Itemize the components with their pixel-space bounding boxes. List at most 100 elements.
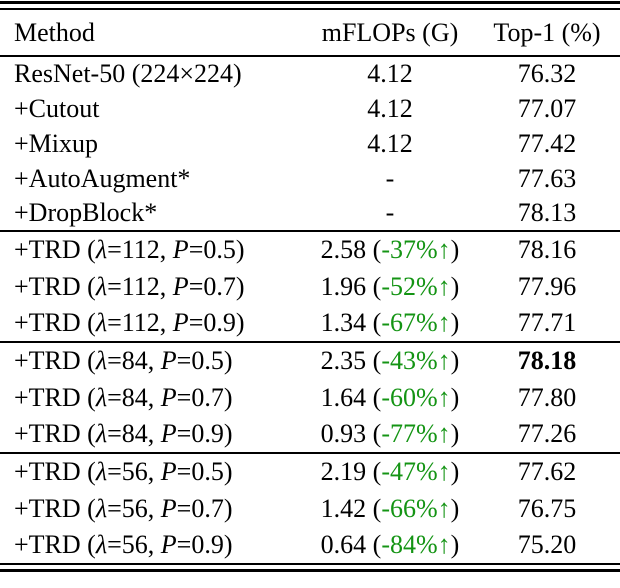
cell-mflops: 2.19 (-47%↑) xyxy=(306,453,474,490)
cell-text-segment: =112, xyxy=(107,308,173,337)
cell-text-segment: -84%↑ xyxy=(381,530,451,559)
cell-method: +TRD (λ=84, P=0.9) xyxy=(0,416,306,453)
cell-top1: 77.07 xyxy=(474,91,620,126)
table-row: +AutoAugment* - 77.63 xyxy=(0,161,620,196)
cell-text-segment: 4.12 xyxy=(367,93,413,123)
cell-text-segment: -47%↑ xyxy=(381,457,451,486)
col-header-mflops: mFLOPs (G) xyxy=(321,17,459,47)
cell-text-segment: P xyxy=(160,530,177,559)
cell-text-segment: 77.62 xyxy=(517,457,577,486)
cell-text-segment: +TRD ( xyxy=(14,457,96,486)
cell-text-segment: +TRD ( xyxy=(14,530,96,559)
table-row: +TRD (λ=112, P=0.9) 1.34 (-67%↑) 77.71 xyxy=(0,305,620,342)
cell-text-segment: λ xyxy=(95,235,108,264)
cell-text-segment: λ xyxy=(95,382,108,412)
cell-top1: 77.71 xyxy=(474,305,620,342)
cell-text-segment: =84, xyxy=(107,382,161,412)
table-row: +TRD (λ=84, P=0.5) 2.35 (-43%↑) 78.18 xyxy=(0,342,620,379)
cell-top1: 76.75 xyxy=(474,490,620,527)
table-row: +TRD (λ=84, P=0.7) 1.64 (-60%↑) 77.80 xyxy=(0,379,620,416)
cell-top1: 77.96 xyxy=(474,268,620,305)
cell-text-segment: P xyxy=(172,235,189,264)
cell-text-segment: ) xyxy=(450,457,460,486)
cell-text-segment: +Mixup xyxy=(14,128,99,158)
table-header: Method mFLOPs (G) Top-1 (%) xyxy=(0,10,620,56)
cell-method: +Mixup xyxy=(0,126,306,161)
cell-text-segment: =0.7) xyxy=(176,493,233,523)
cell-method: +TRD (λ=56, P=0.9) xyxy=(0,527,306,564)
cell-mflops: 1.64 (-60%↑) xyxy=(306,379,474,416)
cell-method: +TRD (λ=84, P=0.7) xyxy=(0,379,306,416)
table-group-4: +TRD (λ=56, P=0.5) 2.19 (-47%↑) 77.62 +TRD … xyxy=(0,453,620,564)
cell-text-segment: 77.07 xyxy=(517,93,577,123)
cell-text-segment: ) xyxy=(450,419,460,448)
cell-method: +TRD (λ=56, P=0.7) xyxy=(0,490,306,527)
cell-mflops: 0.93 (-77%↑) xyxy=(306,416,474,453)
cell-text-segment: 78.18 xyxy=(517,346,577,375)
cell-mflops: 4.12 xyxy=(306,126,474,161)
cell-text-segment: λ xyxy=(95,346,108,375)
cell-top1: 75.20 xyxy=(474,527,620,564)
cell-text-segment: =0.5) xyxy=(176,457,233,486)
cell-text-segment: P xyxy=(160,382,177,412)
header-row: Method mFLOPs (G) Top-1 (%) xyxy=(0,10,620,56)
cell-text-segment: =112, xyxy=(107,271,173,301)
cell-mflops: 0.64 (-84%↑) xyxy=(306,527,474,564)
cell-text-segment: 76.32 xyxy=(517,59,577,88)
cell-text-segment: λ xyxy=(95,419,108,448)
cell-text-segment: =84, xyxy=(107,419,161,448)
cell-text-segment: 77.63 xyxy=(517,163,577,193)
cell-text-segment: 78.13 xyxy=(517,198,577,227)
table-row: +Cutout 4.12 77.07 xyxy=(0,91,620,126)
cell-text-segment: P xyxy=(160,493,177,523)
cell-text-segment: +TRD ( xyxy=(14,493,96,523)
top-rule-thick xyxy=(0,1,620,4)
cell-text-segment: =0.9) xyxy=(188,308,245,337)
cell-text-segment: ) xyxy=(450,493,460,523)
table-row: +TRD (λ=84, P=0.9) 0.93 (-77%↑) 77.26 xyxy=(0,416,620,453)
cell-top1: 77.63 xyxy=(474,161,620,196)
table-row: +DropBlock* - 78.13 xyxy=(0,196,620,231)
cell-method: +TRD (λ=112, P=0.7) xyxy=(0,268,306,305)
cell-top1: 76.32 xyxy=(474,56,620,91)
cell-text-segment: 4.12 xyxy=(367,59,413,88)
cell-top1: 77.62 xyxy=(474,453,620,490)
cell-text-segment: +TRD ( xyxy=(14,382,96,412)
cell-text-segment: P xyxy=(172,271,189,301)
cell-text-segment: λ xyxy=(95,308,108,337)
cell-text-segment: λ xyxy=(95,530,108,559)
table-row: +TRD (λ=56, P=0.5) 2.19 (-47%↑) 77.62 xyxy=(0,453,620,490)
cell-text-segment: - xyxy=(385,163,395,193)
cell-text-segment: 1.96 ( xyxy=(320,271,382,301)
cell-mflops: 1.42 (-66%↑) xyxy=(306,490,474,527)
cell-text-segment: 77.26 xyxy=(517,419,577,448)
table-row: ResNet-50 (224×224) 4.12 76.32 xyxy=(0,56,620,91)
cell-text-segment: ) xyxy=(450,235,460,264)
cell-text-segment: -60%↑ xyxy=(381,382,451,412)
cell-top1: 77.42 xyxy=(474,126,620,161)
cell-text-segment: +DropBlock* xyxy=(14,198,158,227)
cell-method: +DropBlock* xyxy=(0,196,306,231)
cell-text-segment: 0.64 ( xyxy=(320,530,382,559)
cell-method: +TRD (λ=112, P=0.9) xyxy=(0,305,306,342)
col-header-method: Method xyxy=(14,17,95,47)
cell-top1: 78.18 xyxy=(474,342,620,379)
cell-text-segment: P xyxy=(160,457,177,486)
cell-text-segment: +TRD ( xyxy=(14,235,96,264)
cell-text-segment: 75.20 xyxy=(517,530,577,559)
cell-method: ResNet-50 (224×224) xyxy=(0,56,306,91)
cell-text-segment: +TRD ( xyxy=(14,419,96,448)
cell-text-segment: 1.64 ( xyxy=(320,382,382,412)
cell-text-segment: 2.58 ( xyxy=(320,235,382,264)
table-row: +TRD (λ=112, P=0.7) 1.96 (-52%↑) 77.96 xyxy=(0,268,620,305)
cell-text-segment: +TRD ( xyxy=(14,346,96,375)
cell-text-segment: 77.96 xyxy=(517,271,577,301)
cell-text-segment: ) xyxy=(450,271,460,301)
cell-text-segment: -77%↑ xyxy=(381,419,451,448)
cell-text-segment: λ xyxy=(95,493,108,523)
cell-text-segment: 2.35 ( xyxy=(320,346,382,375)
cell-method: +TRD (λ=56, P=0.5) xyxy=(0,453,306,490)
cell-text-segment: =56, xyxy=(107,457,161,486)
cell-text-segment: =84, xyxy=(107,346,161,375)
cell-text-segment: =0.5) xyxy=(176,346,233,375)
